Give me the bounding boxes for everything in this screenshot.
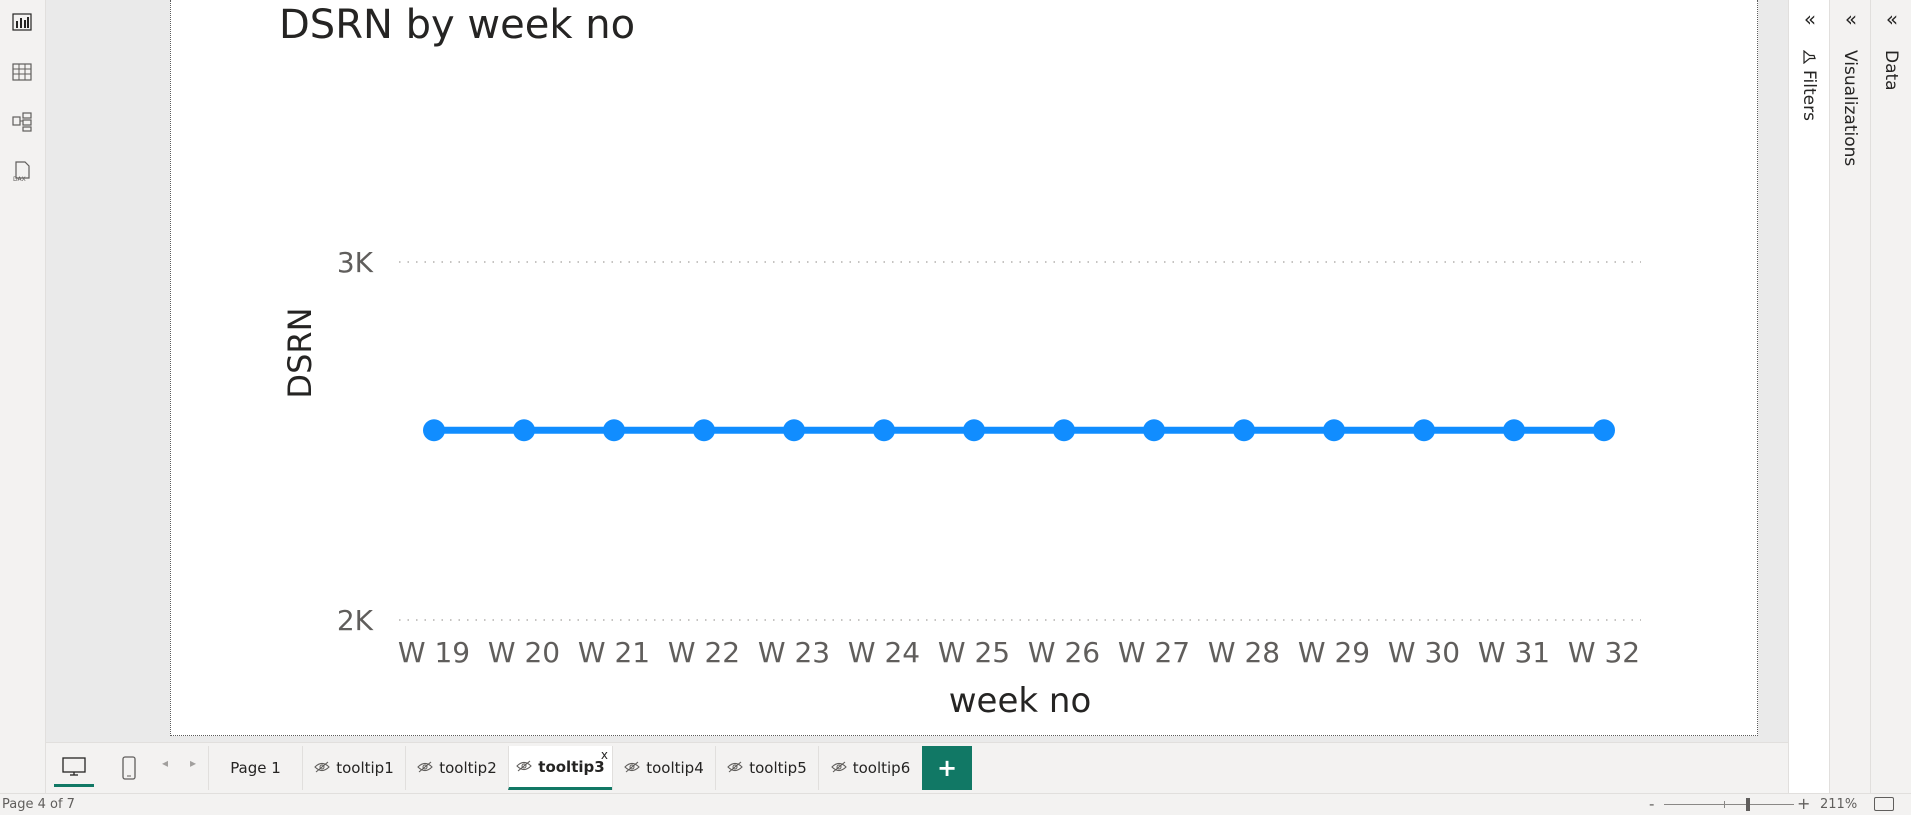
data-point[interactable] (873, 419, 895, 442)
page-tab-page-1[interactable]: Page 1 (208, 746, 302, 790)
report-view-button[interactable] (8, 8, 36, 36)
monitor-icon (62, 756, 86, 776)
page-tab-label: tooltip3 (538, 757, 605, 776)
data-pane-label[interactable]: Data (1881, 50, 1901, 91)
filters-pane-label[interactable]: Filters (1799, 50, 1819, 121)
dax-icon: DAX (13, 161, 30, 183)
data-pane-collapsed[interactable]: « Data (1870, 0, 1911, 793)
page-indicator: Page 4 of 7 (2, 797, 75, 812)
page-tab-tooltip1[interactable]: tooltip1 (302, 746, 405, 790)
add-page-button[interactable]: + (922, 746, 972, 790)
desktop-layout-button[interactable] (54, 749, 94, 787)
data-point[interactable] (513, 419, 535, 442)
report-canvas: 3K 2K W 19 W 20 W 21 W 22 W 23 W 24 W 25 W 26 W 27… (46, 0, 1788, 742)
data-point[interactable] (1323, 419, 1345, 442)
page-tab-label: Page 1 (230, 759, 281, 777)
scroll-tabs-right-icon[interactable]: ▸ (190, 756, 197, 770)
y-tick-label: 2K (337, 604, 374, 637)
zoom-level: 211% (1820, 797, 1858, 812)
data-point[interactable] (1233, 419, 1255, 442)
x-tick-label: W 20 (488, 636, 560, 669)
x-tick-label: W 30 (1388, 636, 1460, 669)
x-tick-label: W 26 (1028, 636, 1100, 669)
report-chart-icon (12, 13, 32, 31)
svg-text:DAX: DAX (13, 176, 26, 183)
x-tick-label: W 25 (938, 636, 1010, 669)
zoom-slider-thumb[interactable] (1746, 798, 1750, 811)
data-point[interactable] (963, 419, 985, 442)
x-axis-title: week no (949, 681, 1092, 721)
x-tick-label: W 32 (1568, 636, 1640, 669)
visual-title: DSRN by week no (279, 2, 636, 48)
fit-to-page-icon[interactable] (1874, 797, 1894, 811)
data-point[interactable] (423, 419, 445, 442)
status-bar: Page 4 of 7 - + 211% (0, 793, 1911, 815)
page-tab-label: tooltip4 (646, 759, 704, 777)
x-tick-label: W 21 (578, 636, 650, 669)
model-view-button[interactable] (8, 108, 36, 136)
expand-visualizations-icon[interactable]: « (1844, 7, 1858, 31)
visualizations-pane-collapsed[interactable]: « Visualizations (1829, 0, 1870, 793)
data-point[interactable] (1053, 419, 1075, 442)
close-tab-icon[interactable]: x (600, 748, 608, 762)
page-tab-tooltip5[interactable]: tooltip5 (715, 746, 818, 790)
phone-icon (122, 756, 136, 780)
filters-label: Filters (1799, 70, 1819, 121)
zoom-out-button[interactable]: - (1649, 795, 1655, 813)
hidden-page-icon (727, 759, 744, 777)
x-tick-label: W 22 (668, 636, 740, 669)
x-tick-label: W 28 (1208, 636, 1280, 669)
x-tick-label: W 31 (1478, 636, 1550, 669)
data-point[interactable] (1143, 419, 1165, 442)
data-label: Data (1881, 50, 1901, 91)
zoom-in-button[interactable]: + (1797, 794, 1811, 813)
zoom-slider[interactable] (1664, 798, 1794, 811)
page-tab-tooltip2[interactable]: tooltip2 (405, 746, 508, 790)
data-point[interactable] (783, 419, 805, 442)
dax-query-view-button[interactable]: DAX (8, 158, 36, 186)
visualizations-pane-label[interactable]: Visualizations (1840, 50, 1860, 166)
model-icon (12, 112, 32, 132)
page-tab-label: tooltip1 (336, 759, 394, 777)
y-tick-label: 3K (337, 246, 374, 279)
page-tab-tooltip4[interactable]: tooltip4 (612, 746, 715, 790)
y-axis-title: DSRN (281, 307, 319, 398)
page-tab-label: tooltip5 (749, 759, 807, 777)
funnel-icon (1803, 50, 1816, 64)
data-point[interactable] (603, 419, 625, 442)
table-icon (12, 63, 32, 81)
page-tab-tooltip6[interactable]: tooltip6 (818, 746, 922, 790)
page-tab-tooltip3[interactable]: tooltip3 x (508, 746, 612, 790)
data-point[interactable] (1413, 419, 1435, 442)
hidden-page-icon (830, 759, 847, 777)
x-tick-label: W 24 (848, 636, 920, 669)
zoom-slider-center-tick (1724, 801, 1725, 808)
x-tick-label: W 29 (1298, 636, 1370, 669)
x-tick-label: W 27 (1118, 636, 1190, 669)
page-tabs-bar: ◂ ▸ Page 1 tooltip1 tooltip2 tooltip3 x toolt… (46, 742, 1788, 793)
filters-pane-collapsed[interactable]: « Filters (1788, 0, 1829, 793)
report-page[interactable]: 3K 2K W 19 W 20 W 21 W 22 W 23 W 24 W 25 W 26 W 27… (170, 0, 1758, 736)
data-point[interactable] (1503, 419, 1525, 442)
hidden-page-icon (624, 759, 641, 777)
expand-data-icon[interactable]: « (1885, 7, 1899, 31)
x-tick-label: W 19 (398, 636, 470, 669)
visualizations-label: Visualizations (1840, 50, 1860, 167)
data-point[interactable] (693, 419, 715, 442)
page-tab-label: tooltip2 (439, 759, 497, 777)
hidden-page-icon (516, 758, 533, 776)
table-view-button[interactable] (8, 58, 36, 86)
mobile-layout-button[interactable] (109, 749, 149, 787)
view-rail: DAX (0, 0, 46, 793)
hidden-page-icon (314, 759, 331, 777)
line-chart[interactable]: 3K 2K W 19 W 20 W 21 W 22 W 23 W 24 W 25 W 26 W 27… (171, 0, 1759, 736)
page-tab-label: tooltip6 (852, 759, 911, 777)
x-tick-label: W 23 (758, 636, 830, 669)
scroll-tabs-left-icon[interactable]: ◂ (162, 756, 169, 770)
hidden-page-icon (417, 759, 434, 777)
expand-filters-icon[interactable]: « (1803, 7, 1817, 31)
data-point[interactable] (1593, 419, 1615, 442)
